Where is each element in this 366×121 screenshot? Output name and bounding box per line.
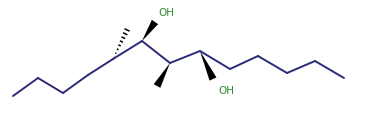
Text: OH: OH <box>218 86 234 96</box>
Polygon shape <box>142 20 158 41</box>
Text: OH: OH <box>158 8 174 18</box>
Polygon shape <box>154 63 170 88</box>
Polygon shape <box>200 51 216 81</box>
